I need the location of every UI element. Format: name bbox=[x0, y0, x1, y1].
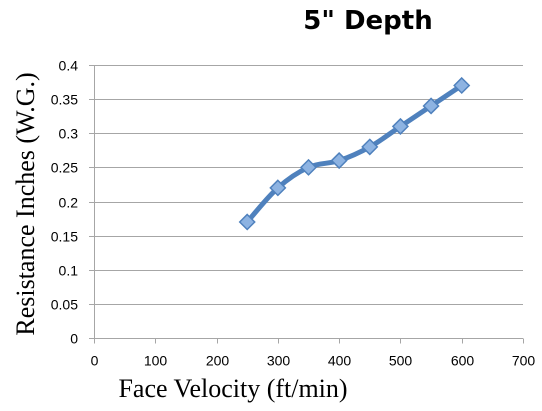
data-point-marker bbox=[330, 151, 348, 170]
y-tick-label: 0.25 bbox=[51, 160, 78, 176]
x-tick-label: 400 bbox=[328, 353, 352, 369]
y-tick-labels: 0 0.05 0.1 0.15 0.2 0.25 0.3 0.35 0.4 bbox=[51, 58, 78, 347]
chart-title: 5" Depth bbox=[303, 6, 432, 36]
x-tick-label: 600 bbox=[451, 353, 475, 369]
y-tick-label: 0.4 bbox=[59, 58, 79, 74]
data-point-marker bbox=[269, 179, 287, 197]
x-tick-label: 200 bbox=[206, 353, 230, 369]
x-tick-labels: 0 100 200 300 400 500 600 700 bbox=[91, 353, 536, 369]
data-point-marker bbox=[238, 213, 256, 231]
y-tick-label: 0.2 bbox=[59, 195, 79, 211]
data-point-marker bbox=[391, 117, 409, 135]
y-tick-label: 0.05 bbox=[51, 297, 78, 313]
x-tick-label: 700 bbox=[512, 353, 536, 369]
y-tick-label: 0 bbox=[70, 331, 78, 347]
y-tick-label: 0.3 bbox=[59, 126, 79, 142]
data-point-marker bbox=[422, 97, 440, 115]
grid bbox=[94, 65, 523, 305]
data-point-marker bbox=[299, 158, 318, 176]
x-axis-label: Face Velocity (ft/min) bbox=[118, 374, 347, 403]
x-tick-label: 0 bbox=[91, 353, 99, 369]
series bbox=[238, 76, 471, 231]
axes bbox=[89, 65, 524, 344]
x-tick-label: 100 bbox=[144, 353, 168, 369]
data-point-marker bbox=[361, 138, 379, 156]
x-tick-label: 500 bbox=[389, 353, 413, 369]
data-point-marker bbox=[453, 76, 471, 95]
x-tick-label: 300 bbox=[267, 353, 291, 369]
y-tick-label: 0.15 bbox=[51, 229, 78, 245]
y-tick-label: 0.1 bbox=[59, 263, 79, 279]
y-tick-label: 0.35 bbox=[51, 92, 78, 108]
y-axis-label: Resistance Inches (W.G.) bbox=[11, 72, 40, 335]
